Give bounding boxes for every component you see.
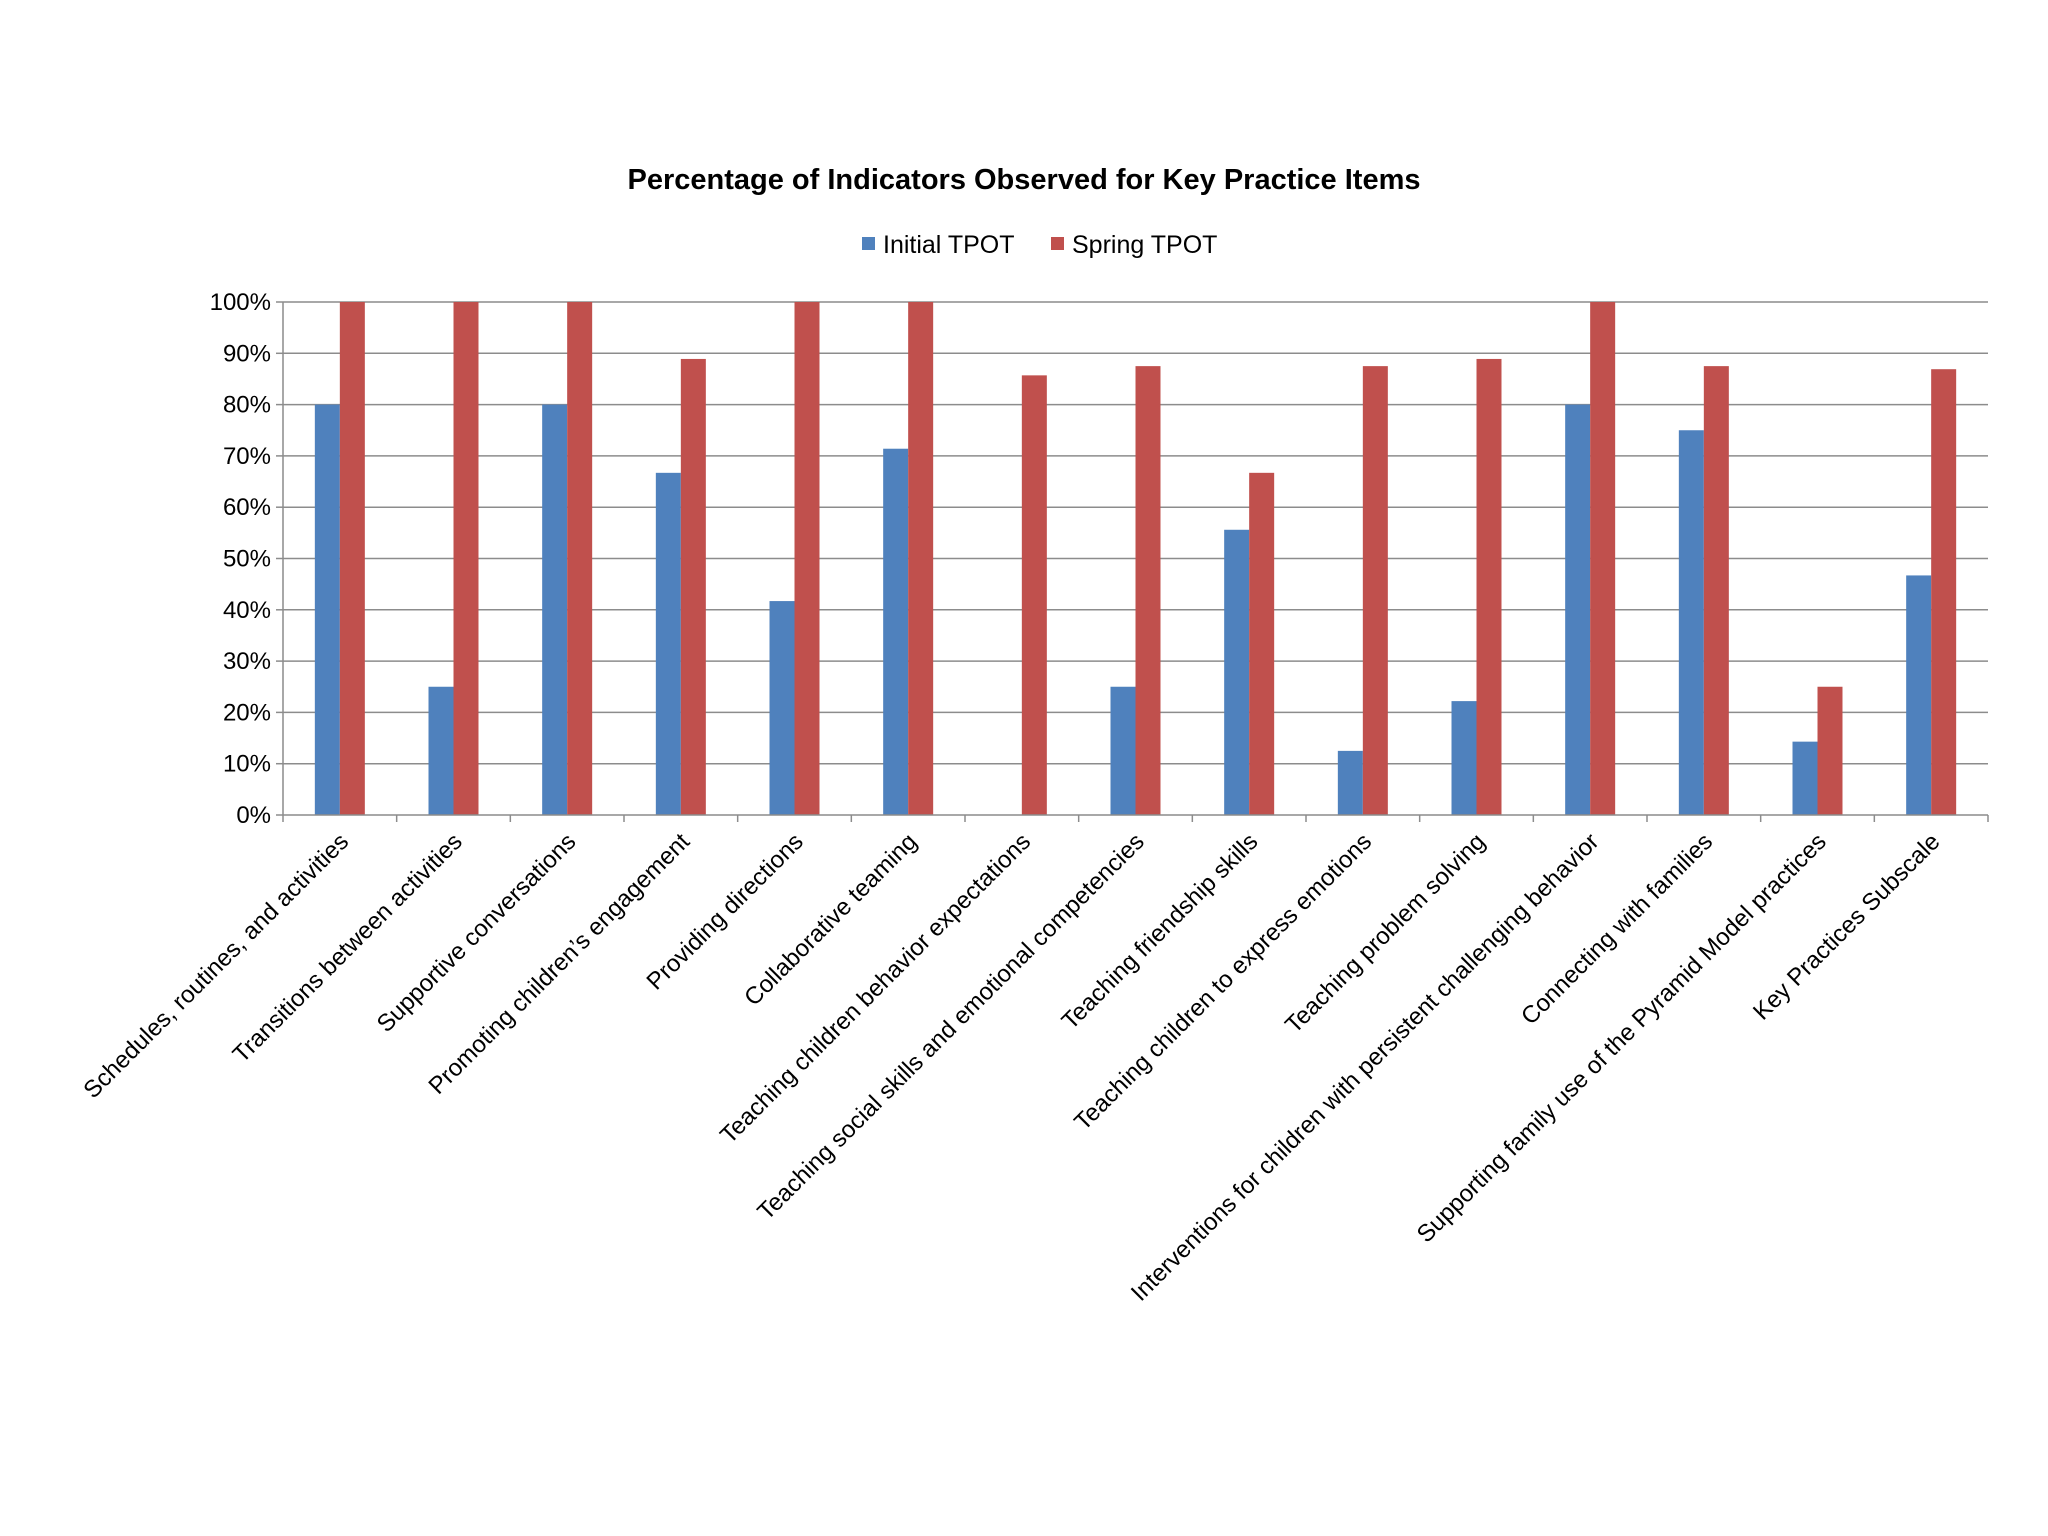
bar-spring-tpot [1590,302,1616,815]
legend: Initial TPOT Spring TPOT [862,231,1217,259]
bar-initial-tpot [883,448,909,815]
bar-initial-tpot [1224,529,1250,815]
bar-spring-tpot [794,302,820,815]
bar-spring-tpot [339,302,365,815]
y-tick-label: 90% [223,340,271,367]
bar-spring-tpot [1135,366,1161,815]
x-tick-label: Transitions between activities [228,828,468,1068]
bar-initial-tpot [1906,575,1932,815]
y-axis-ticks: 0% 10% 20% 30% 40% 50% 60% 70% 80% 90% 100% [210,289,283,829]
y-tick-label: 100% [210,289,271,316]
bar-initial-tpot [1792,741,1818,815]
bar-spring-tpot [1021,375,1047,815]
y-tick-label: 60% [223,494,271,521]
legend-swatch-spring-tpot [1051,237,1064,250]
bar-initial-tpot [314,404,340,815]
y-tick-label: 70% [223,443,271,470]
bars [314,302,1957,815]
x-tick-label: Teaching friendship skills [1057,828,1264,1035]
bar-initial-tpot [1451,701,1477,815]
bar-initial-tpot [428,686,454,815]
y-tick-label: 50% [223,546,271,573]
bar-spring-tpot [1476,358,1502,815]
y-tick-label: 40% [223,597,271,624]
x-tick-label: Connecting with families [1516,828,1718,1030]
legend-swatch-initial-tpot [862,237,875,250]
bar-initial-tpot [769,601,795,815]
y-tick-label: 10% [223,751,271,778]
y-tick-label: 0% [236,802,271,829]
bar-spring-tpot [453,302,479,815]
bar-spring-tpot [567,302,593,815]
y-tick-label: 80% [223,392,271,419]
legend-label-spring-tpot: Spring TPOT [1072,231,1217,259]
y-tick-label: 30% [223,648,271,675]
bar-spring-tpot [1931,369,1957,815]
x-tick-label: Key Practices Subscale [1748,828,1945,1025]
x-tick-label: Supporting family use of the Pyramid Mod… [1412,828,1832,1248]
bar-initial-tpot [655,472,681,815]
y-tick-label: 20% [223,699,271,726]
bar-spring-tpot [908,302,934,815]
x-axis-ticks: Schedules, routines, and activitiesTrans… [78,828,1945,1307]
x-tick-label: Supportive conversations [372,828,582,1038]
legend-label-initial-tpot: Initial TPOT [883,231,1015,259]
bar-initial-tpot [1110,686,1136,815]
bar-initial-tpot [1678,430,1704,815]
bar-initial-tpot [1565,404,1591,815]
bar-spring-tpot [680,358,706,815]
bar-spring-tpot [1249,472,1275,815]
x-tick-label: Teaching problem solving [1280,828,1491,1039]
bar-spring-tpot [1817,686,1843,815]
bar-spring-tpot [1362,366,1388,815]
bar-initial-tpot [1337,750,1363,815]
chart-title: Percentage of Indicators Observed for Ke… [628,164,1421,196]
x-tick-label: Teaching social skills and emotional com… [752,828,1149,1225]
bar-spring-tpot [1703,366,1729,815]
bar-initial-tpot [542,404,568,815]
